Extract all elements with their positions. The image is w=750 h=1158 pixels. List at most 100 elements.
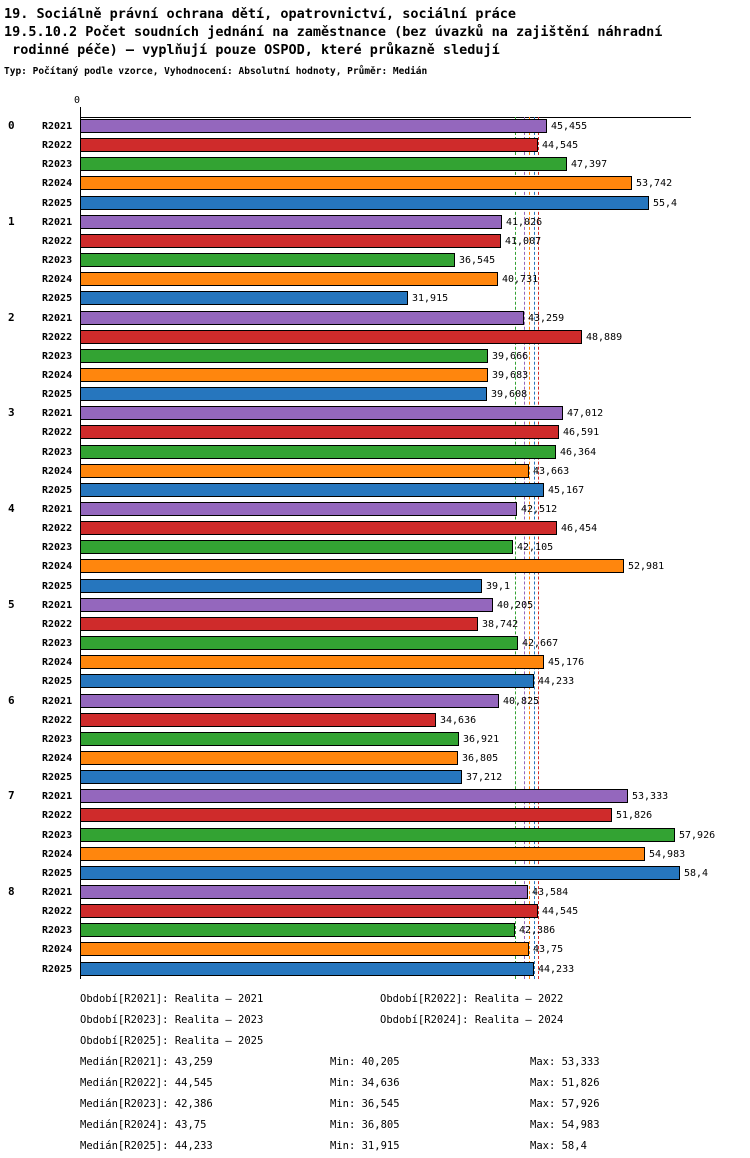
bar-R2022 bbox=[80, 617, 478, 631]
group-label: 2 bbox=[8, 311, 15, 324]
bar-value-label: 52,981 bbox=[628, 561, 665, 572]
bar-series-label: R2025 bbox=[42, 964, 73, 975]
axis-line bbox=[80, 117, 691, 118]
bar-series-label: R2021 bbox=[42, 791, 73, 802]
stat-min: Min: 31,915 bbox=[330, 1140, 400, 1152]
bar-value-label: 53,333 bbox=[632, 791, 669, 802]
bar-value-label: 46,591 bbox=[563, 427, 600, 438]
bar-value-label: 51,826 bbox=[616, 810, 653, 821]
legend-item: Období[R2023]: Realita – 2023 bbox=[80, 1014, 264, 1026]
bar-value-label: 44,545 bbox=[542, 140, 579, 151]
stat-max: Max: 51,826 bbox=[530, 1077, 600, 1089]
report-title-line1: 19. Sociálně právní ochrana dětí, opatro… bbox=[4, 6, 517, 22]
bar-R2022 bbox=[80, 425, 559, 439]
bar-series-label: R2024 bbox=[42, 178, 73, 189]
group-label: 8 bbox=[8, 885, 15, 898]
stat-median: Medián[R2025]: 44,233 bbox=[80, 1140, 213, 1152]
bar-R2024 bbox=[80, 751, 458, 765]
bar-R2022 bbox=[80, 138, 538, 152]
bar-value-label: 47,397 bbox=[571, 159, 608, 170]
bar-value-label: 43,75 bbox=[533, 944, 564, 955]
stat-min: Min: 34,636 bbox=[330, 1077, 400, 1089]
bar-series-label: R2022 bbox=[42, 619, 73, 630]
bar-R2021 bbox=[80, 502, 517, 516]
median-line-R2025 bbox=[534, 117, 535, 979]
bar-series-label: R2022 bbox=[42, 523, 73, 534]
bar-R2022 bbox=[80, 330, 582, 344]
bar-R2024 bbox=[80, 559, 624, 573]
bar-R2021 bbox=[80, 215, 502, 229]
bar-R2025 bbox=[80, 196, 649, 210]
bar-value-label: 40,825 bbox=[503, 696, 540, 707]
bar-series-label: R2022 bbox=[42, 810, 73, 821]
bar-series-label: R2022 bbox=[42, 236, 73, 247]
bar-R2021 bbox=[80, 119, 547, 133]
stat-median: Medián[R2021]: 43,259 bbox=[80, 1056, 213, 1068]
group-label: 7 bbox=[8, 789, 15, 802]
bar-value-label: 58,4 bbox=[684, 868, 709, 879]
bar-series-label: R2022 bbox=[42, 906, 73, 917]
bar-value-label: 34,636 bbox=[440, 715, 477, 726]
bar-R2021 bbox=[80, 311, 524, 325]
bar-R2021 bbox=[80, 789, 628, 803]
bar-R2024 bbox=[80, 176, 632, 190]
bar-R2023 bbox=[80, 253, 455, 267]
bar-value-label: 55,4 bbox=[653, 198, 678, 209]
bar-series-label: R2022 bbox=[42, 427, 73, 438]
bar-R2024 bbox=[80, 272, 498, 286]
bar-R2025 bbox=[80, 291, 408, 305]
bar-R2023 bbox=[80, 540, 513, 554]
bar-series-label: R2023 bbox=[42, 447, 73, 458]
bar-series-label: R2021 bbox=[42, 696, 73, 707]
bar-series-label: R2025 bbox=[42, 485, 73, 496]
stat-max: Max: 57,926 bbox=[530, 1098, 600, 1110]
bar-value-label: 42,105 bbox=[517, 542, 554, 553]
bar-series-label: R2023 bbox=[42, 159, 73, 170]
bar-series-label: R2024 bbox=[42, 370, 73, 381]
bar-series-label: R2023 bbox=[42, 925, 73, 936]
bar-R2023 bbox=[80, 828, 675, 842]
legend-item: Období[R2024]: Realita – 2024 bbox=[380, 1014, 564, 1026]
bar-series-label: R2025 bbox=[42, 293, 73, 304]
stat-min: Min: 36,545 bbox=[330, 1098, 400, 1110]
bar-series-label: R2021 bbox=[42, 504, 73, 515]
bar-value-label: 44,233 bbox=[538, 964, 575, 975]
bar-value-label: 44,233 bbox=[538, 676, 575, 687]
bar-series-label: R2023 bbox=[42, 734, 73, 745]
bar-R2023 bbox=[80, 157, 567, 171]
bar-R2022 bbox=[80, 234, 501, 248]
bar-R2022 bbox=[80, 904, 538, 918]
axis-tick bbox=[80, 107, 81, 117]
bar-value-label: 36,805 bbox=[462, 753, 499, 764]
bar-value-label: 46,364 bbox=[560, 447, 597, 458]
bar-series-label: R2021 bbox=[42, 600, 73, 611]
axis-tick-zero-label: 0 bbox=[74, 95, 81, 106]
bar-R2022 bbox=[80, 713, 436, 727]
bar-value-label: 36,921 bbox=[463, 734, 500, 745]
bar-series-label: R2021 bbox=[42, 887, 73, 898]
bar-R2024 bbox=[80, 464, 529, 478]
bar-series-label: R2025 bbox=[42, 772, 73, 783]
group-label: 1 bbox=[8, 215, 15, 228]
group-label: 0 bbox=[8, 119, 15, 132]
bar-value-label: 41,026 bbox=[506, 217, 543, 228]
bar-R2021 bbox=[80, 598, 493, 612]
report-title-line2: 19.5.10.2 Počet soudních jednání na zamě… bbox=[4, 24, 663, 40]
legend-item: Období[R2021]: Realita – 2021 bbox=[80, 993, 264, 1005]
bar-value-label: 38,742 bbox=[482, 619, 519, 630]
bar-value-label: 42,512 bbox=[521, 504, 558, 515]
bar-value-label: 44,545 bbox=[542, 906, 579, 917]
bar-value-label: 43,663 bbox=[533, 466, 570, 477]
bar-R2021 bbox=[80, 694, 499, 708]
stat-median: Medián[R2024]: 43,75 bbox=[80, 1119, 207, 1131]
bar-R2023 bbox=[80, 349, 488, 363]
bar-series-label: R2024 bbox=[42, 849, 73, 860]
bar-value-label: 40,731 bbox=[502, 274, 539, 285]
bar-series-label: R2021 bbox=[42, 217, 73, 228]
bar-R2024 bbox=[80, 942, 529, 956]
median-line-R2024 bbox=[529, 117, 530, 979]
legend-item: Období[R2022]: Realita – 2022 bbox=[380, 993, 564, 1005]
bar-value-label: 47,012 bbox=[567, 408, 604, 419]
bar-series-label: R2024 bbox=[42, 561, 73, 572]
